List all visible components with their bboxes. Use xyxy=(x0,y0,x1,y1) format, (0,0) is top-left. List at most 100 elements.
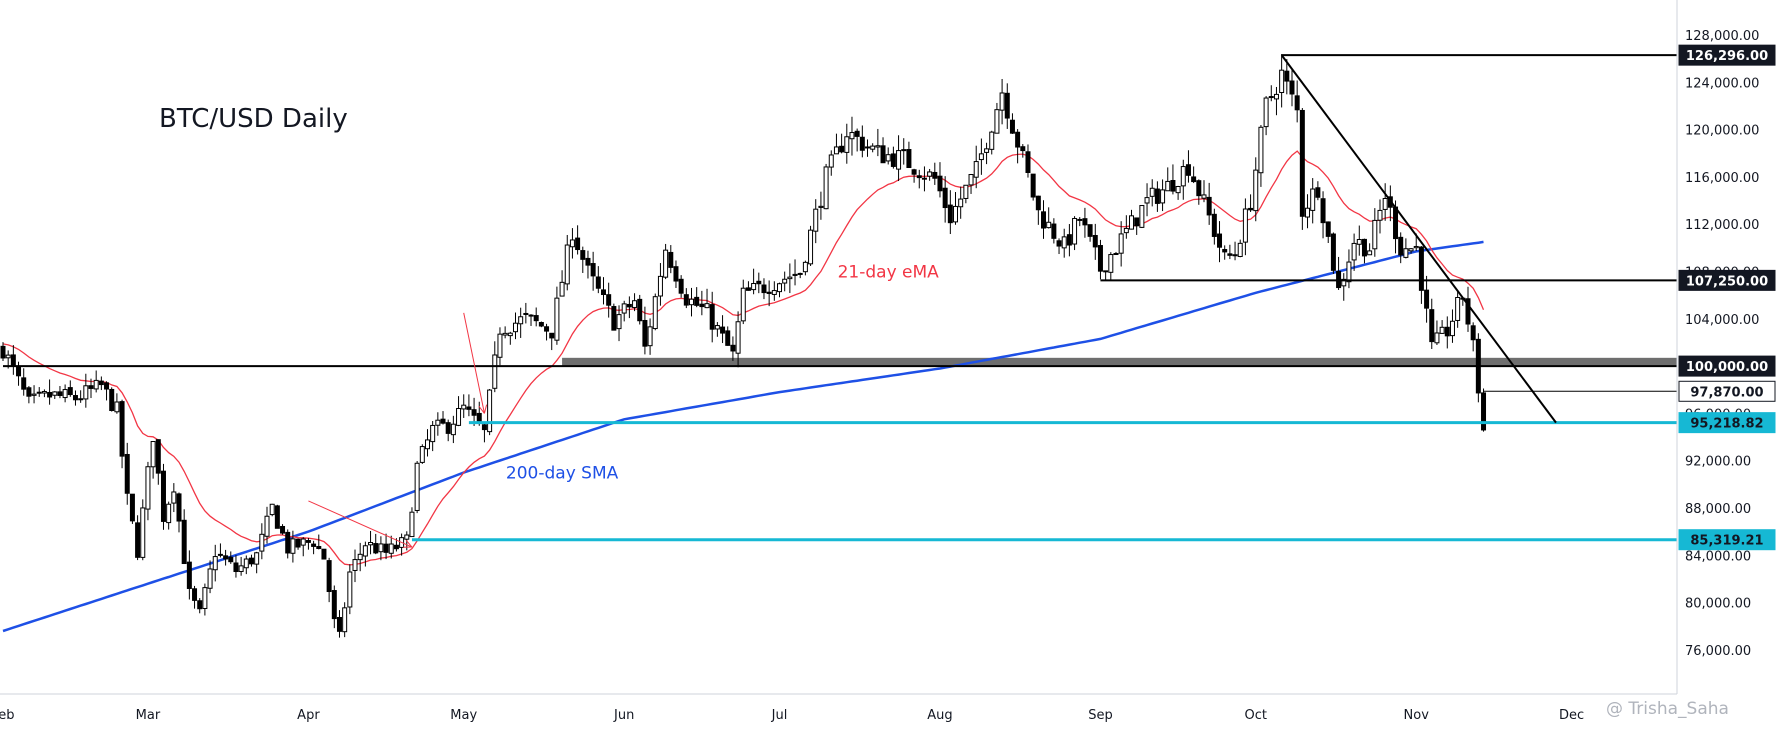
candle-body[interactable] xyxy=(243,558,249,569)
candle[interactable] xyxy=(259,523,265,560)
candle[interactable] xyxy=(57,386,63,399)
candle-body[interactable] xyxy=(901,149,907,152)
candle[interactable] xyxy=(1325,221,1331,243)
candle-body[interactable] xyxy=(518,316,524,325)
candle-body[interactable] xyxy=(559,281,565,297)
candle[interactable] xyxy=(890,146,896,169)
candle-body[interactable] xyxy=(1227,253,1233,256)
candle[interactable] xyxy=(1113,251,1119,256)
candle-body[interactable] xyxy=(1165,180,1171,192)
candle-body[interactable] xyxy=(600,289,606,296)
candle[interactable] xyxy=(1237,239,1243,258)
candle-body[interactable] xyxy=(352,559,358,571)
candle-body[interactable] xyxy=(192,588,198,601)
candle-body[interactable] xyxy=(362,545,368,557)
candle[interactable] xyxy=(1154,181,1160,212)
candle-body[interactable] xyxy=(166,503,172,524)
candle-body[interactable] xyxy=(1030,173,1036,198)
candle-body[interactable] xyxy=(264,515,270,537)
candle-body[interactable] xyxy=(1361,238,1367,257)
candle-body[interactable] xyxy=(36,391,42,394)
candle[interactable] xyxy=(958,186,964,219)
candle-body[interactable] xyxy=(1315,187,1321,198)
candle-body[interactable] xyxy=(1341,278,1347,287)
candle-body[interactable] xyxy=(523,312,529,315)
candle[interactable] xyxy=(368,530,374,555)
candle[interactable] xyxy=(787,263,793,294)
candle[interactable] xyxy=(1160,179,1166,212)
candle[interactable] xyxy=(1294,80,1300,123)
candle[interactable] xyxy=(544,323,550,341)
candle[interactable] xyxy=(1253,157,1259,222)
candle-body[interactable] xyxy=(1367,250,1373,256)
candle[interactable] xyxy=(854,128,860,152)
candle-body[interactable] xyxy=(813,208,819,232)
candle[interactable] xyxy=(538,321,544,328)
candle[interactable] xyxy=(720,315,726,344)
candle[interactable] xyxy=(1072,216,1078,251)
candle-body[interactable] xyxy=(865,146,871,149)
candle[interactable] xyxy=(1232,241,1238,261)
candle[interactable] xyxy=(181,509,187,565)
candle-body[interactable] xyxy=(927,171,933,177)
candle[interactable] xyxy=(1418,246,1424,304)
candle[interactable] xyxy=(797,272,803,279)
candle[interactable] xyxy=(1004,83,1010,129)
candle-body[interactable] xyxy=(694,296,700,306)
candle[interactable] xyxy=(771,281,777,301)
candle-body[interactable] xyxy=(709,304,715,330)
candle-body[interactable] xyxy=(875,145,881,148)
candle-body[interactable] xyxy=(414,462,420,511)
candle-body[interactable] xyxy=(290,538,296,554)
candle[interactable] xyxy=(160,463,166,530)
candle-body[interactable] xyxy=(1310,188,1316,211)
candle-body[interactable] xyxy=(751,283,757,291)
candle[interactable] xyxy=(999,78,1005,125)
candle-body[interactable] xyxy=(849,132,855,140)
candle[interactable] xyxy=(611,303,617,331)
candle[interactable] xyxy=(1424,275,1430,323)
candle-body[interactable] xyxy=(1398,236,1404,256)
candle-body[interactable] xyxy=(1434,332,1440,344)
candle-body[interactable] xyxy=(528,314,534,317)
candle[interactable] xyxy=(140,499,146,561)
candle-body[interactable] xyxy=(269,503,275,516)
candle[interactable] xyxy=(870,143,876,153)
candle[interactable] xyxy=(1103,270,1109,280)
candle[interactable] xyxy=(481,423,487,443)
candle[interactable] xyxy=(559,270,565,297)
candle[interactable] xyxy=(119,399,125,469)
candle[interactable] xyxy=(311,540,317,555)
candle-body[interactable] xyxy=(730,344,736,352)
candle-body[interactable] xyxy=(854,130,860,137)
candle-body[interactable] xyxy=(135,522,141,558)
candle-body[interactable] xyxy=(1273,93,1279,100)
candle-body[interactable] xyxy=(606,294,612,306)
candle[interactable] xyxy=(813,199,819,244)
candle[interactable] xyxy=(751,268,757,295)
candle[interactable] xyxy=(554,286,560,345)
candle[interactable] xyxy=(1015,129,1021,164)
candle-body[interactable] xyxy=(984,148,990,153)
candle[interactable] xyxy=(1206,182,1212,225)
candle[interactable] xyxy=(880,137,886,164)
candle[interactable] xyxy=(528,314,534,326)
candle[interactable] xyxy=(875,128,881,157)
candle-body[interactable] xyxy=(756,280,762,285)
candle[interactable] xyxy=(766,280,772,307)
candle[interactable] xyxy=(901,138,907,165)
candle-body[interactable] xyxy=(890,153,896,167)
candle-body[interactable] xyxy=(1035,195,1041,211)
candle[interactable] xyxy=(714,322,720,337)
candle[interactable] xyxy=(1092,223,1098,260)
candle[interactable] xyxy=(109,387,115,412)
candle[interactable] xyxy=(549,332,555,351)
candle[interactable] xyxy=(264,506,270,544)
candle-body[interactable] xyxy=(720,326,726,334)
candle-body[interactable] xyxy=(1356,239,1362,245)
candle[interactable] xyxy=(1372,208,1378,257)
candle[interactable] xyxy=(1273,86,1279,116)
candle[interactable] xyxy=(466,394,472,417)
candle[interactable] xyxy=(942,176,948,223)
candle-body[interactable] xyxy=(104,382,110,390)
